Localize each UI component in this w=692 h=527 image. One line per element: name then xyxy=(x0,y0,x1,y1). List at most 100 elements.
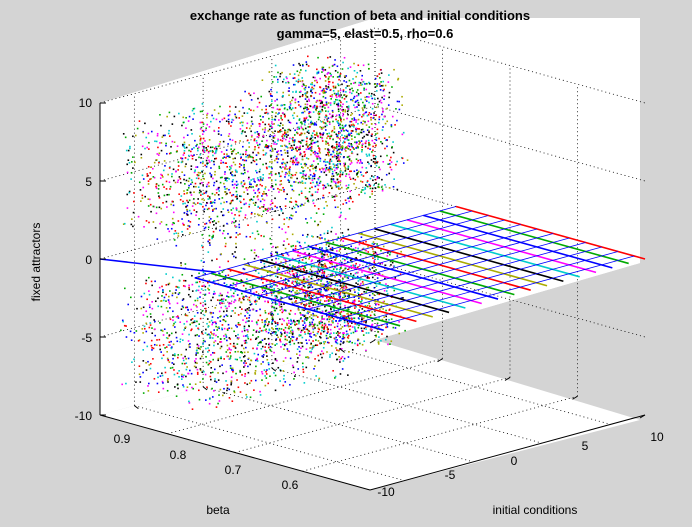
scatter-point xyxy=(300,303,303,305)
scatter-point xyxy=(267,301,269,304)
scatter-point xyxy=(204,272,206,275)
scatter-point xyxy=(320,99,322,102)
scatter-point xyxy=(291,174,294,177)
scatter-point xyxy=(221,302,223,305)
scatter-point xyxy=(183,374,185,377)
scatter-point xyxy=(177,179,180,182)
scatter-point xyxy=(299,90,302,93)
scatter-point xyxy=(230,302,233,305)
scatter-point xyxy=(159,114,161,116)
scatter-point xyxy=(353,299,356,302)
scatter-point xyxy=(271,131,274,134)
scatter-point xyxy=(339,138,341,140)
scatter-point xyxy=(290,197,292,199)
scatter-point xyxy=(307,199,310,202)
scatter-point xyxy=(184,279,187,282)
scatter-point xyxy=(314,205,316,207)
scatter-point xyxy=(384,277,386,280)
scatter-point xyxy=(373,184,375,187)
scatter-point xyxy=(141,174,144,177)
scatter-point xyxy=(284,162,286,165)
scatter-point xyxy=(332,295,335,298)
scatter-point xyxy=(259,178,262,181)
scatter-point xyxy=(298,282,300,285)
scatter-point xyxy=(220,341,223,343)
scatter-point xyxy=(224,188,227,190)
scatter-point xyxy=(195,304,197,307)
scatter-point xyxy=(351,125,354,127)
scatter-point xyxy=(317,198,320,200)
scatter-point xyxy=(358,297,360,300)
scatter-point xyxy=(141,145,144,148)
scatter-point xyxy=(325,91,327,93)
scatter-point xyxy=(295,131,298,134)
scatter-point xyxy=(197,328,200,331)
scatter-point xyxy=(341,280,344,282)
scatter-point xyxy=(309,169,311,172)
scatter-point xyxy=(332,268,335,270)
scatter-point xyxy=(265,108,267,111)
scatter-point xyxy=(245,335,247,337)
scatter-point xyxy=(178,286,180,289)
scatter-point xyxy=(204,172,206,175)
scatter-point xyxy=(199,161,202,164)
scatter-point xyxy=(365,291,367,293)
scatter-point xyxy=(292,136,294,139)
scatter-point xyxy=(293,141,296,144)
scatter-point xyxy=(332,89,335,92)
scatter-point xyxy=(276,359,278,362)
scatter-point xyxy=(197,202,199,204)
scatter-point xyxy=(350,98,352,101)
scatter-point xyxy=(261,287,264,290)
scatter-point xyxy=(145,369,148,371)
scatter-point xyxy=(325,201,327,203)
scatter-point xyxy=(164,371,167,374)
scatter-point xyxy=(238,299,240,302)
scatter-point xyxy=(172,319,174,322)
scatter-point xyxy=(382,84,384,87)
scatter-point xyxy=(306,137,308,140)
scatter-point xyxy=(327,110,330,113)
scatter-point xyxy=(304,165,307,167)
scatter-point xyxy=(282,254,284,257)
scatter-point xyxy=(179,181,182,184)
scatter-point xyxy=(279,338,281,341)
scatter-point xyxy=(317,330,320,333)
scatter-point xyxy=(260,95,263,98)
scatter-point xyxy=(397,77,400,80)
scatter-point xyxy=(258,179,261,182)
scatter-point xyxy=(280,149,282,152)
scatter-point xyxy=(379,89,382,91)
scatter-point xyxy=(242,295,245,298)
scatter-point xyxy=(229,172,232,175)
scatter-point xyxy=(259,123,262,125)
scatter-point xyxy=(219,302,221,304)
scatter-point xyxy=(167,173,169,176)
scatter-point xyxy=(282,133,284,136)
scatter-point xyxy=(191,274,193,277)
scatter-point xyxy=(329,56,332,58)
scatter-point xyxy=(267,147,269,149)
scatter-point xyxy=(341,106,343,108)
scatter-point xyxy=(363,104,366,107)
scatter-point xyxy=(269,93,272,95)
scatter-point xyxy=(331,186,334,189)
scatter-point xyxy=(284,166,286,169)
scatter-point xyxy=(124,287,126,290)
scatter-point xyxy=(286,265,289,268)
scatter-point xyxy=(319,301,321,303)
scatter-point xyxy=(280,297,283,299)
scatter-point xyxy=(293,181,295,183)
scatter-point xyxy=(130,339,133,342)
scatter-point xyxy=(226,389,228,392)
scatter-point xyxy=(338,297,341,299)
scatter-point xyxy=(291,149,293,151)
scatter-point xyxy=(187,187,190,189)
scatter-point xyxy=(367,96,370,98)
scatter-point xyxy=(294,163,297,166)
scatter-point xyxy=(226,153,228,156)
scatter-point xyxy=(239,371,242,373)
scatter-point xyxy=(184,147,186,149)
scatter-point xyxy=(271,332,274,334)
scatter-point xyxy=(212,210,214,212)
